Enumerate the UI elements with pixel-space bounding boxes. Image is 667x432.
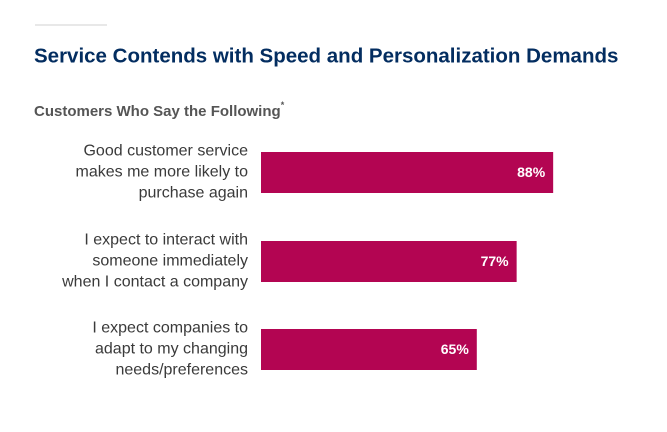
bar [261,329,477,370]
chart-subtitle: Customers Who Say the Following* [34,100,285,120]
category-label: Good customer service [83,143,248,160]
subtitle-mark: * [281,100,285,110]
category-label: purchase again [139,185,248,202]
value-label: 65% [441,341,470,357]
bar [261,241,517,282]
value-label: 77% [481,253,510,269]
chart-title: Service Contends with Speed and Personal… [34,44,618,67]
category-label: needs/preferences [115,362,248,379]
category-label: someone immediately [92,253,248,270]
value-label: 88% [517,164,546,180]
subtitle-text: Customers Who Say the Following [34,103,281,120]
category-label: I expect companies to [92,320,248,337]
category-label: I expect to interact with [84,232,248,249]
category-label: when I contact a company [61,274,248,291]
category-label: adapt to my changing [95,341,248,358]
category-label: makes me more likely to [76,164,249,181]
bar [261,152,554,193]
